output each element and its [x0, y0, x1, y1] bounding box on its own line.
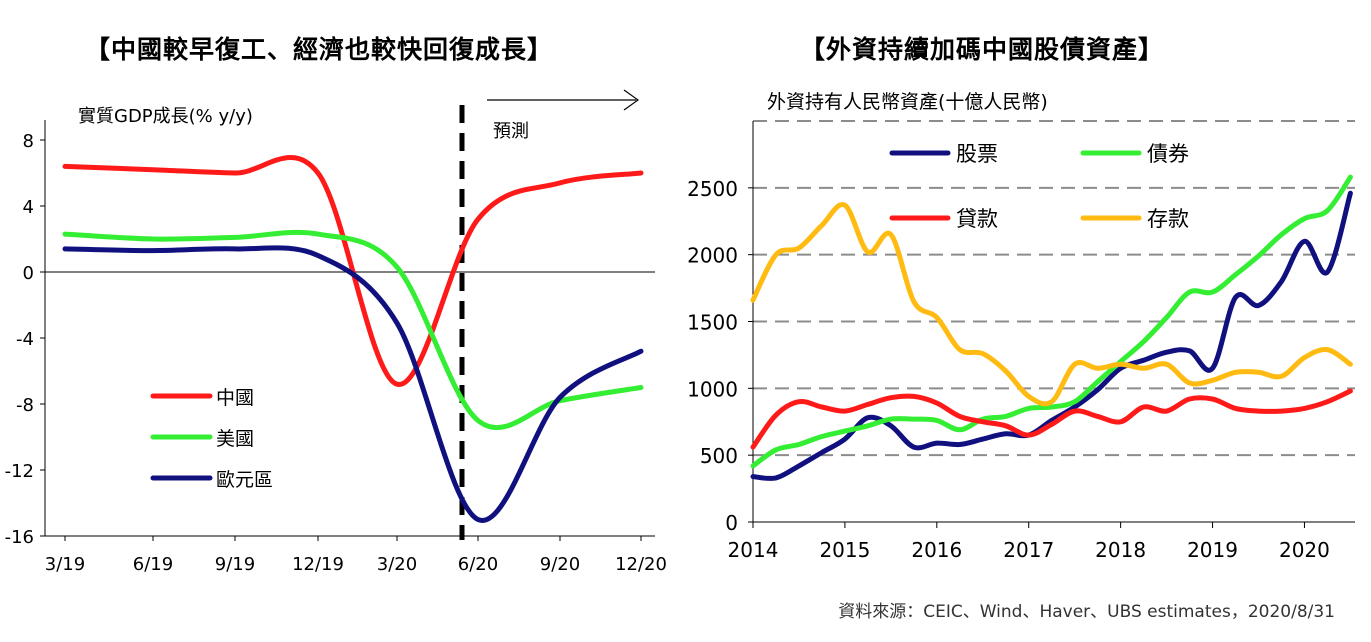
- forecast-arrow-head: [623, 89, 640, 111]
- gdp-growth-chart: 實質GDP成長(% y/y) 8 4 0 -4 -8 -12 -16 3/19 6/19 9/19 1…: [5, 89, 667, 575]
- x-tick-label: 2019: [1187, 538, 1238, 562]
- series-line-3: [62, 245, 644, 523]
- right-chart-title: 【外資持續加碼中國股債資產】: [800, 35, 1165, 64]
- left-chart-title: 【中國較早復工、經濟也較快回復成長】: [85, 35, 554, 64]
- y-tick-label: 1000: [687, 377, 738, 401]
- x-tick-label: 12/20: [615, 554, 667, 575]
- y-tick-label: 500: [700, 444, 738, 468]
- x-tick-label: 6/19: [133, 554, 173, 575]
- x-tick-label: 2016: [911, 538, 962, 562]
- y-tick-label: 0: [23, 263, 34, 284]
- y-axis-label: 外資持有人民幣資產(十億人民幣): [767, 91, 1048, 113]
- forecast-label: 預測: [493, 121, 529, 142]
- y-tick-label: -12: [5, 461, 34, 482]
- x-tick-label: 2017: [1003, 538, 1054, 562]
- legend-label: 歐元區: [216, 469, 273, 491]
- series-line-1: [62, 155, 644, 387]
- x-tick-label: 2015: [819, 538, 870, 562]
- y-tick-label: 2000: [687, 244, 738, 268]
- series-line-1: [750, 190, 1353, 481]
- y-tick-label: 1500: [687, 311, 738, 335]
- x-tick-label: 2014: [728, 538, 779, 562]
- y-axis-label: 實質GDP成長(% y/y): [78, 106, 253, 127]
- x-tick-label: 2018: [1095, 538, 1146, 562]
- x-tick-label: 2020: [1279, 538, 1330, 562]
- legend-label: 債券: [1147, 142, 1189, 166]
- series-line-2: [62, 229, 644, 430]
- legend-label: 貸款: [956, 207, 998, 231]
- x-tick-label: 3/20: [377, 554, 417, 575]
- x-tick-label: 3/19: [45, 554, 85, 575]
- y-tick-label: -8: [16, 395, 34, 416]
- source-note: 資料來源：CEIC、Wind、Haver、UBS estimates，2020/…: [838, 602, 1335, 622]
- x-tick-label: 9/20: [540, 554, 580, 575]
- foreign-holdings-chart: 外資持有人民幣資產(十億人民幣) 0 500 1000 1500 2000 2500 2014…: [687, 91, 1355, 562]
- legend-label: 股票: [956, 142, 998, 166]
- x-tick-label: 6/20: [458, 554, 498, 575]
- legend-label: 中國: [216, 387, 254, 409]
- y-tick-label: 8: [23, 131, 34, 152]
- y-tick-label: 0: [725, 511, 738, 535]
- y-tick-label: -16: [5, 527, 34, 548]
- x-tick-label: 12/19: [292, 554, 344, 575]
- legend-label: 美國: [216, 428, 254, 450]
- y-tick-label: 4: [23, 197, 34, 218]
- legend-label: 存款: [1147, 207, 1189, 231]
- y-tick-label: 2500: [687, 177, 738, 201]
- x-tick-label: 9/19: [215, 554, 255, 575]
- y-tick-label: -4: [16, 329, 34, 350]
